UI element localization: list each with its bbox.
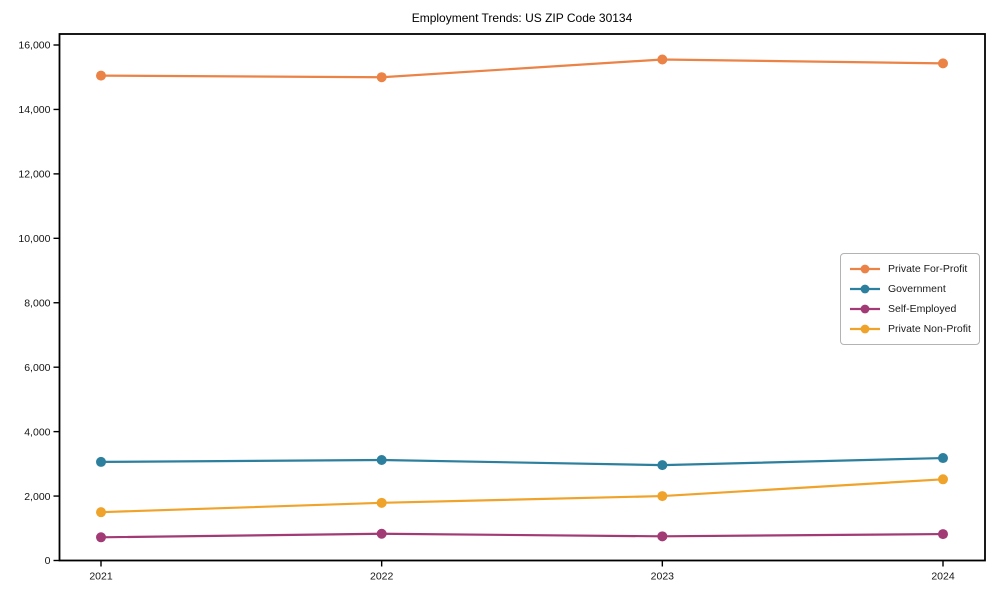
legend-label: Self-Employed: [888, 303, 957, 315]
series-layer: [96, 54, 948, 543]
data-point: [376, 528, 387, 539]
series-line: [99, 478, 945, 514]
y-axis-tick-label: 10,000: [18, 233, 50, 245]
x-axis-tick-label: 2024: [931, 571, 955, 583]
series-line: [99, 58, 945, 79]
legend-label: Government: [888, 283, 946, 295]
data-point: [938, 453, 948, 464]
data-point: [657, 54, 668, 65]
legend-label: Private Non-Profit: [888, 323, 971, 335]
legend-marker-icon: [850, 324, 880, 334]
y-axis-tick-label: 2,000: [24, 491, 50, 503]
y-axis-tick-label: 8,000: [24, 297, 50, 309]
data-point: [96, 507, 106, 518]
y-axis-tick-label: 16,000: [18, 40, 50, 52]
x-axis-tick-label: 2023: [651, 571, 675, 583]
legend-item-government: Government: [849, 281, 971, 297]
series-line: [99, 532, 945, 539]
x-axis-tick-label: 2022: [370, 571, 394, 583]
data-point: [376, 72, 387, 83]
legend-item-private-for-profit: Private For-Profit: [849, 261, 971, 277]
legend-label: Private For-Profit: [888, 263, 968, 275]
data-point: [657, 531, 668, 542]
data-point: [938, 58, 948, 69]
data-point: [657, 491, 668, 502]
y-axis-tick-label: 6,000: [24, 362, 50, 374]
x-axis-tick-label: 2021: [89, 571, 113, 583]
data-point: [96, 532, 106, 543]
data-point: [96, 456, 106, 467]
y-axis-tick-label: 0: [45, 555, 51, 567]
y-axis-tick-label: 4,000: [24, 426, 50, 438]
legend-marker-icon: [850, 304, 880, 314]
y-axis-tick-label: 14,000: [18, 104, 50, 116]
data-point: [938, 529, 948, 540]
legend-item-private-non-profit: Private Non-Profit: [849, 321, 971, 337]
plot-frame: [58, 33, 986, 562]
legend: Private For-Profit Government Self-Emplo…: [840, 253, 980, 345]
y-axis-tick-label: 12,000: [18, 169, 50, 181]
data-point: [96, 70, 106, 81]
series-line: [99, 456, 945, 467]
data-point: [376, 454, 387, 465]
data-point: [938, 474, 948, 485]
axes-layer: 0 2,000 4,000 6,000 8,000 10,000 12,000 14,000 1…: [18, 33, 986, 583]
legend-marker-icon: [850, 264, 880, 274]
legend-marker-icon: [850, 284, 880, 294]
legend-item-self-employed: Self-Employed: [849, 301, 971, 317]
data-point: [376, 497, 387, 508]
chart-title: Employment Trends: US ZIP Code 30134: [412, 11, 633, 25]
data-point: [657, 460, 668, 471]
